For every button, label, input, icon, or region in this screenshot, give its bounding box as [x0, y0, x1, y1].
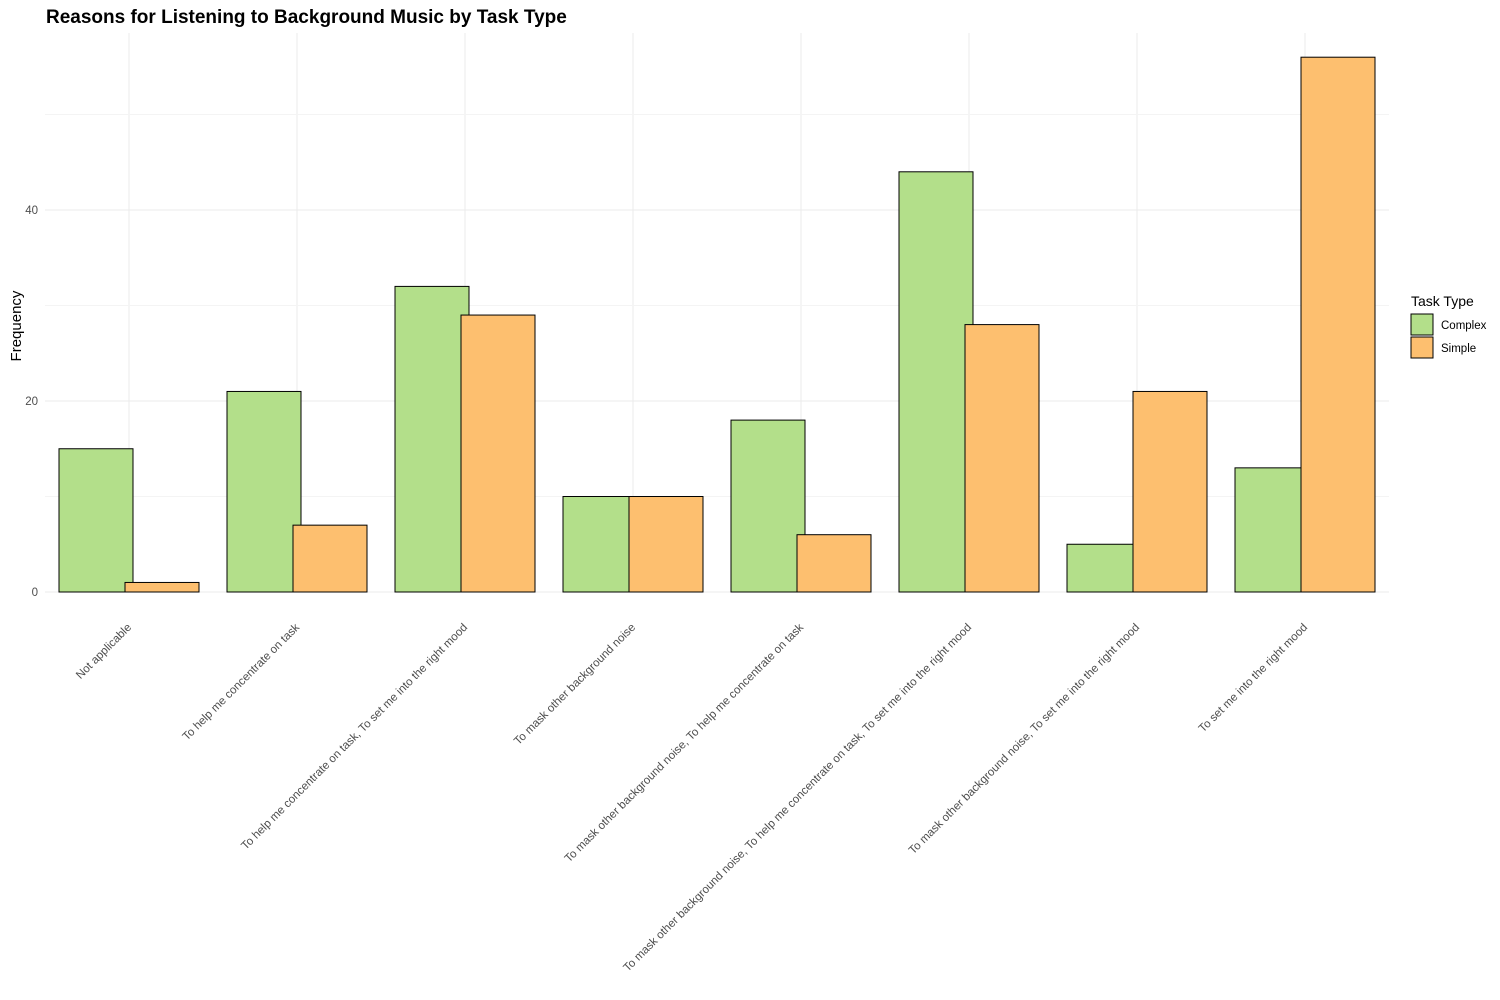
legend-key-simple [1410, 336, 1434, 359]
bar-complex [898, 171, 974, 593]
bar-complex [730, 419, 806, 593]
bar-complex [58, 448, 134, 593]
y-axis-title: Frequency [8, 290, 25, 361]
bar-simple [124, 581, 200, 593]
bar-complex [226, 390, 302, 593]
legend-key-complex [1410, 313, 1434, 336]
bar-simple [292, 524, 368, 593]
x-tick-labels: Not applicable To help me concentrate on … [74, 621, 1310, 974]
x-tick-label: To mask other background noise, To help … [621, 622, 974, 975]
legend-label-simple: Simple [1441, 343, 1476, 355]
x-tick-label: Not applicable [74, 622, 134, 682]
bar-simple [460, 314, 536, 593]
y-tick-label: 0 [32, 587, 38, 599]
y-tick-label: 20 [25, 396, 38, 408]
x-tick-label: To set me into the right mood [1197, 622, 1310, 735]
bar-simple [1300, 56, 1376, 593]
x-tick-label: To help me concentrate on task [181, 621, 303, 743]
x-tick-label: To mask other background noise [512, 622, 638, 748]
y-tick-label: 40 [25, 205, 38, 217]
legend-title: Task Type [1411, 293, 1474, 309]
legend: Task Type Complex Simple [1410, 293, 1487, 359]
chart-title: Reasons for Listening to Background Musi… [46, 7, 567, 28]
bar-simple [964, 324, 1040, 593]
bar-complex [1234, 467, 1310, 593]
bar-complex [1066, 543, 1142, 593]
bar-simple [796, 534, 872, 593]
bar-complex [394, 285, 470, 593]
bar-simple [628, 496, 704, 593]
legend-items: Complex Simple [1410, 313, 1487, 359]
bar-complex [562, 496, 638, 593]
bars-layer [58, 56, 1376, 593]
y-tick-labels: 0 20 40 [25, 205, 38, 599]
bar-simple [1132, 390, 1208, 593]
legend-label-complex: Complex [1441, 320, 1487, 332]
